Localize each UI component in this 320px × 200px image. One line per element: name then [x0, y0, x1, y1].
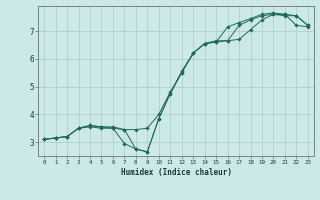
- X-axis label: Humidex (Indice chaleur): Humidex (Indice chaleur): [121, 168, 231, 177]
